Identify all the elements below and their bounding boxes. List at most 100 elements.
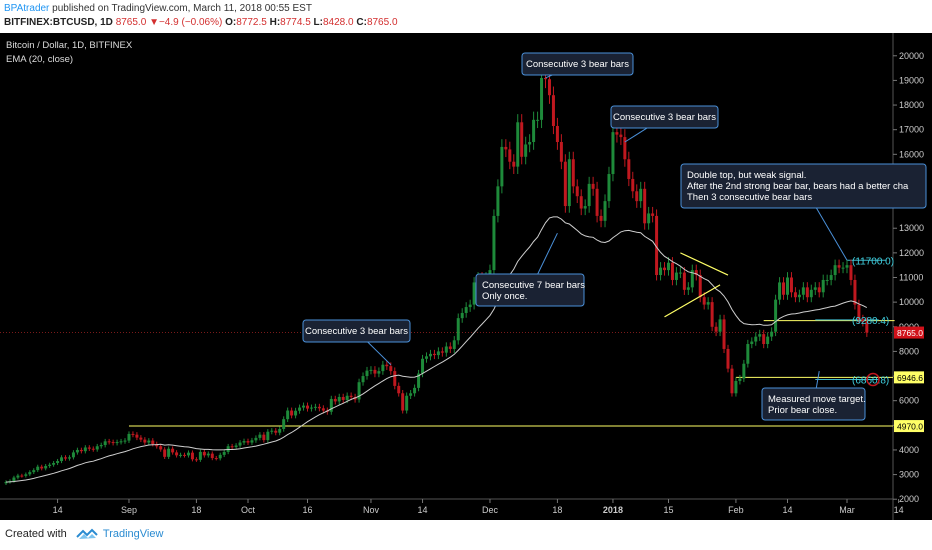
candle-body xyxy=(389,366,393,372)
candle-body xyxy=(190,452,194,460)
close-label: C: xyxy=(356,17,367,28)
ema-line xyxy=(5,216,868,483)
candle-body xyxy=(333,398,337,402)
footer: Created with TradingView xyxy=(0,520,932,550)
candle-body xyxy=(742,363,746,379)
candle-body xyxy=(119,441,123,443)
candle-body xyxy=(817,287,821,293)
candle-body xyxy=(512,161,516,167)
tradingview-brand[interactable]: TradingView xyxy=(102,528,164,541)
candle-body xyxy=(845,265,849,268)
price-tags: 8765.0 6946.6 4970.0 xyxy=(894,326,924,433)
created-with: Created with TradingView xyxy=(5,528,163,540)
candle-body xyxy=(599,215,603,221)
candle-body xyxy=(274,430,278,433)
candle-body xyxy=(611,132,615,175)
candle-body xyxy=(500,146,504,187)
candle-body xyxy=(143,439,147,443)
measure-label-bottom: (6860.8) xyxy=(852,375,889,386)
symbol-label: BITFINEX:BTCUSD, 1D xyxy=(4,17,113,28)
candle-body xyxy=(718,319,722,332)
candle-body xyxy=(452,340,456,349)
y-tick-label: 19000 xyxy=(899,75,924,85)
candle-body xyxy=(214,458,218,460)
candle-body xyxy=(559,142,563,162)
candle-body xyxy=(155,444,159,447)
candle-body xyxy=(829,275,833,280)
candle-body xyxy=(508,149,512,162)
candle-body xyxy=(341,396,345,400)
chart-area[interactable]: Bitcoin / Dollar, 1D, BITFINEX EMA (20, … xyxy=(0,33,932,520)
measure-label-top: (11700.0) xyxy=(852,256,894,267)
candle-body xyxy=(242,441,246,443)
candle-body xyxy=(159,446,163,450)
published-text: published on TradingView.com, March 11, … xyxy=(49,3,312,14)
y-tick-label: 3000 xyxy=(899,470,919,480)
candle-body xyxy=(75,449,79,453)
y-tick-label: 18000 xyxy=(899,100,924,110)
candle-body xyxy=(183,454,187,456)
candle-body xyxy=(591,183,595,189)
author-link[interactable]: BPAtrader xyxy=(4,3,50,14)
candle-body xyxy=(171,448,175,453)
candle-body xyxy=(238,442,242,446)
candle-body xyxy=(40,466,44,469)
candle-body xyxy=(425,356,429,359)
candle-body xyxy=(674,272,678,280)
candle-body xyxy=(643,188,647,224)
candle-body xyxy=(186,452,190,456)
price-chart[interactable]: Bitcoin / Dollar, 1D, BITFINEX EMA (20, … xyxy=(0,33,932,520)
annotation-box xyxy=(475,273,585,307)
candle-body xyxy=(369,369,373,371)
candle-body xyxy=(726,348,730,369)
candle-body xyxy=(210,453,214,459)
candle-body xyxy=(64,457,68,459)
change-arrow: ▼ xyxy=(149,17,159,28)
candle-body xyxy=(321,408,325,411)
candle-body xyxy=(563,161,567,207)
last-price: 8765.0 xyxy=(115,17,147,28)
candle-body xyxy=(246,441,250,443)
annotation-text: Consecutive 3 bear bars xyxy=(613,112,716,123)
tradingview-logo-icon[interactable] xyxy=(76,528,98,540)
candle-body xyxy=(797,294,801,298)
y-tick-label: 20000 xyxy=(899,51,924,61)
annotation-box xyxy=(302,319,411,343)
y-tick-label: 11000 xyxy=(899,273,923,283)
candle-body xyxy=(254,437,258,441)
candle-body xyxy=(175,452,179,456)
candle-body xyxy=(56,461,60,464)
candle-body xyxy=(532,119,536,143)
candle-body xyxy=(413,387,417,394)
candle-body xyxy=(544,77,548,80)
candle-body xyxy=(218,454,222,459)
annotation-text: Prior bear close. xyxy=(768,405,837,416)
candle-body xyxy=(686,287,690,290)
candle-body xyxy=(206,453,210,456)
open-label: O: xyxy=(225,17,237,28)
candle-body xyxy=(714,326,718,332)
level-lines xyxy=(0,259,895,427)
chart-legend-title: Bitcoin / Dollar, 1D, BITFINEX xyxy=(6,40,133,51)
candle-body xyxy=(857,304,861,320)
candle-body xyxy=(365,370,369,377)
x-tick-label: Mar xyxy=(839,505,855,515)
candle-body xyxy=(444,346,448,353)
candle-body xyxy=(663,267,667,271)
x-tick-label: 14 xyxy=(418,505,428,515)
candle-body xyxy=(111,442,115,444)
candle-body xyxy=(222,451,226,455)
y-tick-label: 13000 xyxy=(899,223,924,233)
candle-body xyxy=(32,470,36,473)
candle-body xyxy=(516,122,520,167)
y-tick-label: 16000 xyxy=(899,149,924,159)
trendline-upper xyxy=(680,252,729,276)
candle-body xyxy=(309,407,313,409)
candle-body xyxy=(270,430,274,432)
candle-body xyxy=(833,265,837,276)
candle-body xyxy=(528,142,532,145)
candle-body xyxy=(385,364,389,367)
candle-body xyxy=(377,371,381,374)
candle-body xyxy=(813,287,817,290)
candle-body xyxy=(774,299,778,332)
